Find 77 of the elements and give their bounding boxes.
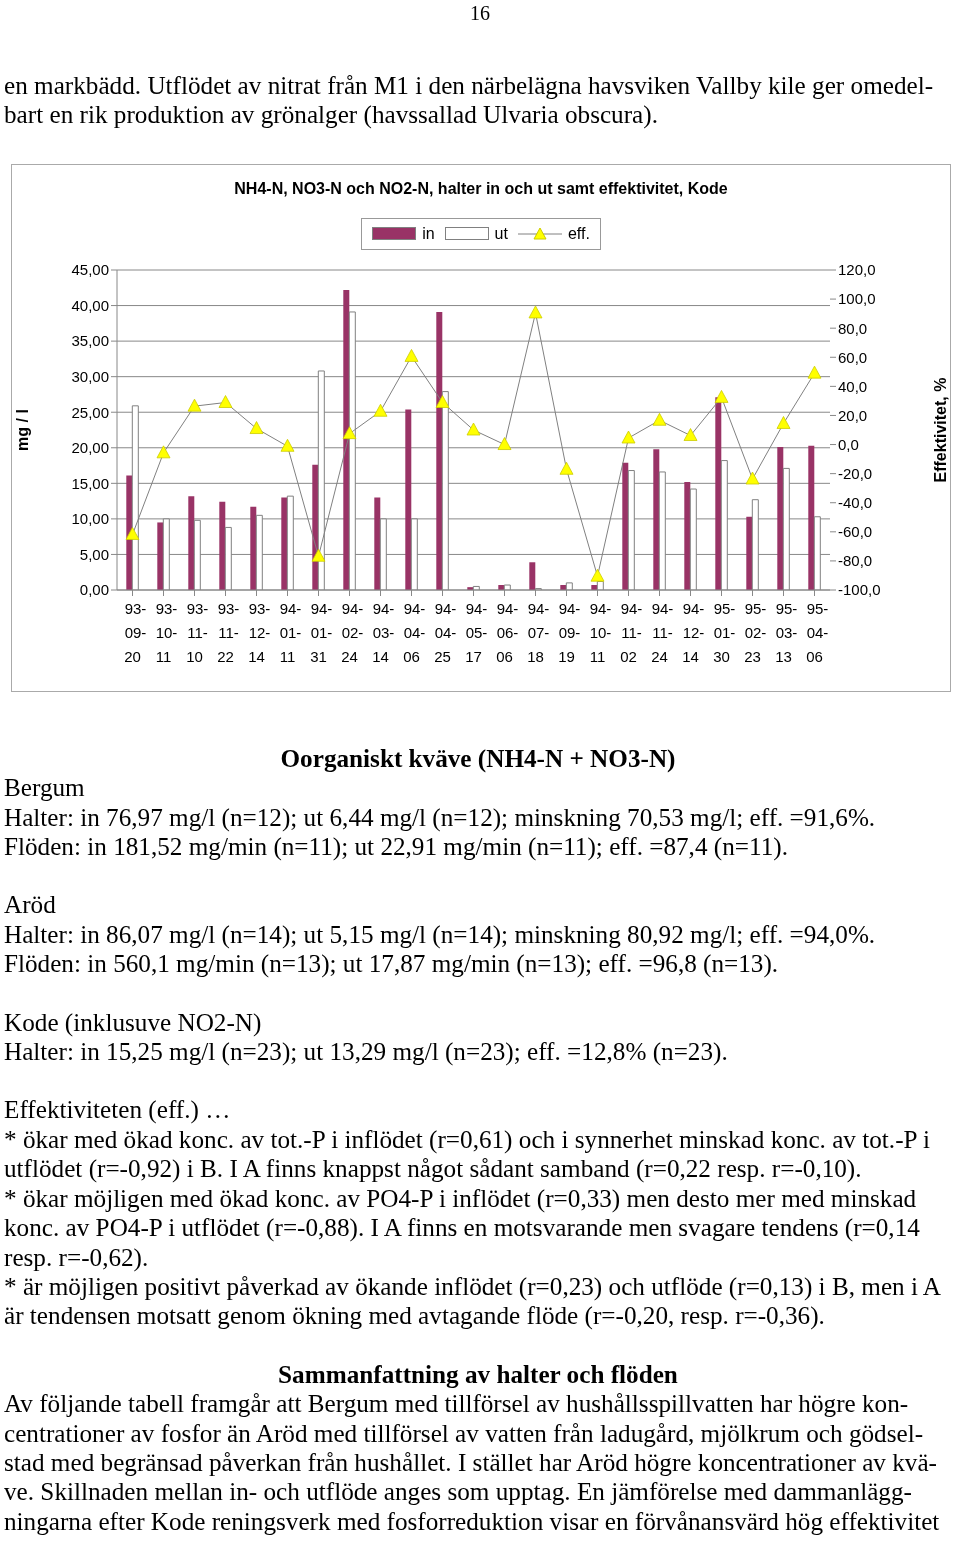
y2-tick-label: -60,0	[838, 522, 873, 540]
x-tick-label: 95-01-30	[713, 599, 736, 665]
text: Aröd	[4, 890, 57, 920]
x-tick-label: 93-11-22	[217, 599, 240, 665]
y-tick-label: 30,00	[71, 367, 109, 385]
text: bart en rik produktion av grönalger (havssallad Ulvaria obscura).	[4, 100, 659, 130]
text: resp. r=-0,62).	[4, 1242, 150, 1272]
x-tick-label: 95-03-13	[775, 599, 798, 665]
legend-label: in	[422, 224, 435, 243]
x-tick-label: 94-11-02	[620, 599, 643, 665]
x-tick-label: 94-04-25	[434, 599, 457, 665]
y2-tick-label: -80,0	[838, 552, 873, 570]
text: Flöden: in 181,52 mg/min (n=11); ut 22,91 mg/min (n=11); eff. =87,4 (n=11).	[4, 832, 789, 862]
text: Bergum	[4, 773, 86, 803]
text: Halter: in 76,97 mg/l (n=12); ut 6,44 mg/l (n=12); minskning 70,53 mg/l; eff. =91,6%.	[4, 802, 877, 833]
text: Kode (inklusuve NO2-N)	[4, 1007, 263, 1038]
text: ningarna efter Kode reningsverk med fosforreduktion visar en förvånansvärd hög effektivitet	[4, 1506, 941, 1537]
x-tick-label: 93-09-20	[124, 599, 147, 665]
x-tick-label: 94-02-24	[341, 599, 364, 665]
text: ve. Skillnaden mellan in- och utflöde anges som upptag. En jämförelse med dammanlägg-	[4, 1477, 913, 1507]
text: konc. av PO4-P i utflödet (r=-0,88). I A finns en motsvarande men svagare tendens (r=0,14	[4, 1213, 921, 1243]
x-tick-label: 94-12-14	[682, 599, 705, 665]
text: Halter: in 15,25 mg/l (n=23); ut 13,29 mg/l (n=23); eff. =12,8% (n=23).	[4, 1037, 729, 1067]
y-tick-label: 20,00	[71, 438, 109, 456]
x-tick-label: 94-01-31	[310, 599, 333, 665]
text: Av följande tabell framgår att Bergum med tillförsel av hushållsspillvatten har högre kon-	[4, 1389, 910, 1419]
y2-tick-label: -100,0	[838, 581, 881, 599]
x-tick-label: 93-12-14	[248, 599, 271, 665]
text: Halter: in 86,07 mg/l (n=14); ut 5,15 mg/l (n=14); minskning 80,92 mg/l; eff. =94,0%.	[4, 919, 877, 950]
y-tick-label: 45,00	[71, 261, 109, 279]
text: 16	[469, 2, 491, 25]
x-tick-label: 94-07-18	[527, 599, 550, 665]
x-tick-label: 94-05-17	[465, 599, 488, 665]
y2-tick-label: 60,0	[838, 348, 868, 366]
y2-tick-label: 0,0	[838, 435, 859, 453]
x-tick-label: 95-02-23	[744, 599, 767, 665]
y2-axis-title: Effektivitet, %	[931, 377, 949, 483]
x-tick-label: 93-10-11	[155, 599, 178, 665]
y-tick-label: 10,00	[71, 510, 109, 528]
x-tick-label: 94-04-06	[403, 599, 426, 665]
legend-label: eff.	[567, 224, 590, 243]
x-tick-label: 94-10-11	[589, 599, 612, 665]
y2-tick-label: 100,0	[838, 290, 876, 308]
y2-tick-label: -20,0	[838, 464, 873, 482]
legend-label: ut	[494, 224, 508, 243]
text: Flöden: in 560,1 mg/min (n=13); ut 17,87 mg/min (n=13); eff. =96,8 (n=13).	[4, 949, 780, 979]
text: * ökar möjligen med ökad konc. av PO4-P i inflödet (r=0,33) men desto mer med minskad	[4, 1183, 918, 1214]
y-tick-label: 5,00	[79, 545, 109, 563]
y-tick-label: 25,00	[71, 403, 109, 421]
text: utflödet (r=-0,92) i B. I A finns knappst något sådant samband (r=0,22 resp. r=-0,10).	[4, 1154, 863, 1184]
text: en markbädd. Utflödet av nitrat från M1 i den närbelägna havsviken Vallby kile ger omedel-	[4, 71, 935, 101]
x-tick-label: 93-11-10	[186, 599, 209, 665]
y-axis-title: mg / l	[13, 408, 31, 451]
text: är tendensen motsatt genom ökning med avtagande flöde (r=-0,20, resp. r=-0,36).	[4, 1301, 826, 1331]
x-tick-label: 94-09-19	[558, 599, 581, 665]
y2-tick-label: 120,0	[838, 261, 876, 279]
y2-tick-label: 40,0	[838, 377, 868, 395]
chart-title: NH4-N, NO3-N och NO2-N, halter in och ut samt effektivitet, Kode	[233, 178, 729, 199]
text: centrationer av fosfor än Aröd med tillförsel av vatten från ladugård, mjölkrum och gödsel-	[4, 1418, 925, 1448]
y-tick-label: 15,00	[71, 474, 109, 492]
x-tick-label: 94-01-11	[279, 599, 302, 665]
y2-tick-label: -40,0	[838, 493, 873, 511]
x-tick-label: 94-11-24	[651, 599, 674, 665]
y-tick-label: 35,00	[71, 332, 109, 350]
text: stad med begränsad påverkan från hushållet. I stället har Aröd högre koncentrationer av kvä-	[4, 1447, 938, 1478]
text: Effektiviteten (eff.) …	[4, 1095, 232, 1125]
x-tick-label: 95-04-06	[806, 599, 829, 665]
x-tick-label: 94-06-06	[496, 599, 519, 665]
x-tick-label: 94-03-14	[372, 599, 395, 665]
text: Oorganiskt kväve (NH4-N + NO3-N)	[279, 743, 677, 774]
text: * är möjligen positivt påverkad av ökande inflödet (r=0,23) och utflöde (r=0,13) i B, men i A	[4, 1272, 943, 1302]
y-tick-label: 40,00	[71, 296, 109, 314]
text: Sammanfattning av halter och flöden	[277, 1359, 679, 1390]
y2-tick-label: 80,0	[838, 319, 868, 337]
y-tick-label: 0,00	[79, 581, 109, 599]
text: * ökar med ökad konc. av tot.-P i inflödet (r=0,61) och i synnerhet minskad konc. av tot.-P i	[4, 1124, 931, 1155]
y2-tick-label: 20,0	[838, 406, 868, 424]
